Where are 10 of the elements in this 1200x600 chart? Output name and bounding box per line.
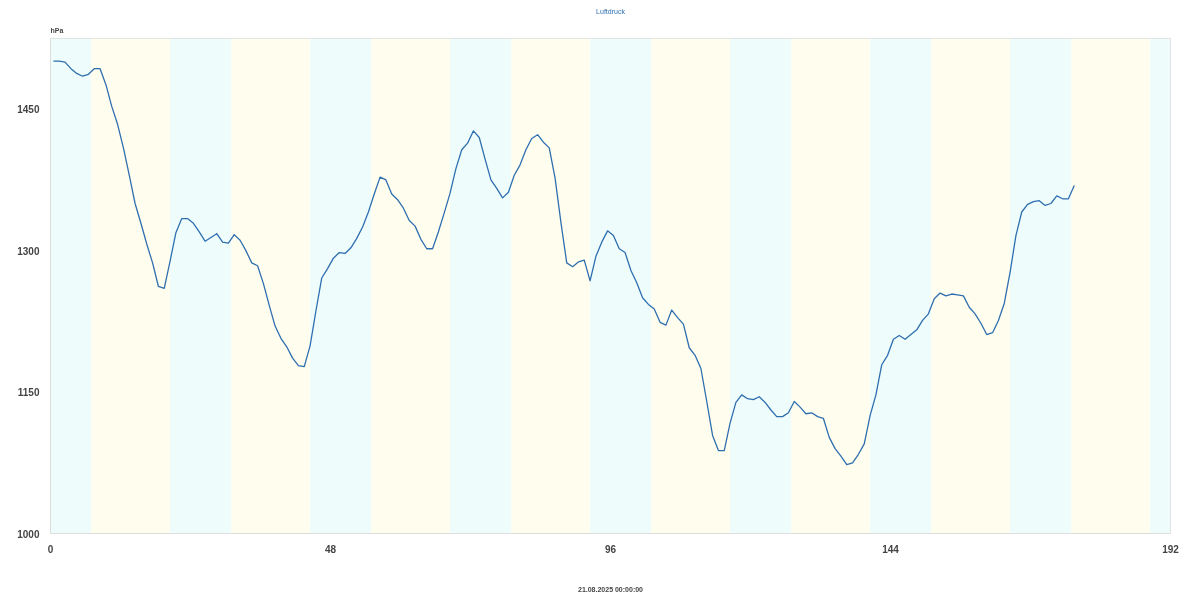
x-tick-label: 96 <box>604 543 617 555</box>
x-tick-label: 144 <box>882 543 900 555</box>
y-tick-label: 1300 <box>17 245 40 257</box>
y-tick-label: 1000 <box>17 528 40 540</box>
x-tick-label: 192 <box>1162 543 1180 555</box>
x-tick-label: 0 <box>47 543 54 555</box>
x-tick-label: 48 <box>324 543 337 555</box>
y-tick-label: 1450 <box>17 104 40 116</box>
line-series <box>52 60 1075 466</box>
y-tick-label: 1150 <box>17 387 40 399</box>
